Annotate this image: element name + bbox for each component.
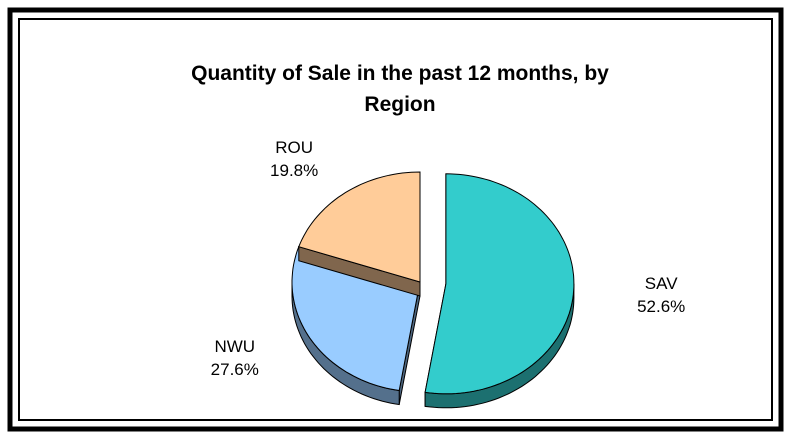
slice-label: NWU [214,337,255,356]
slice-value-label: 52.6% [637,297,685,316]
slice-value-label: 27.6% [211,360,259,379]
outer-frame [7,7,784,432]
slice-value-label: 19.8% [270,161,318,180]
slice-label: ROU [275,138,313,157]
slice-top [298,171,421,283]
pie-slice [424,173,575,409]
slice-top [424,173,575,395]
chart-title: Quantity of Sale in the past 12 months, … [191,62,609,116]
slice-label: SAV [645,274,678,293]
inner-frame [18,18,773,421]
pie-slice [298,171,421,297]
